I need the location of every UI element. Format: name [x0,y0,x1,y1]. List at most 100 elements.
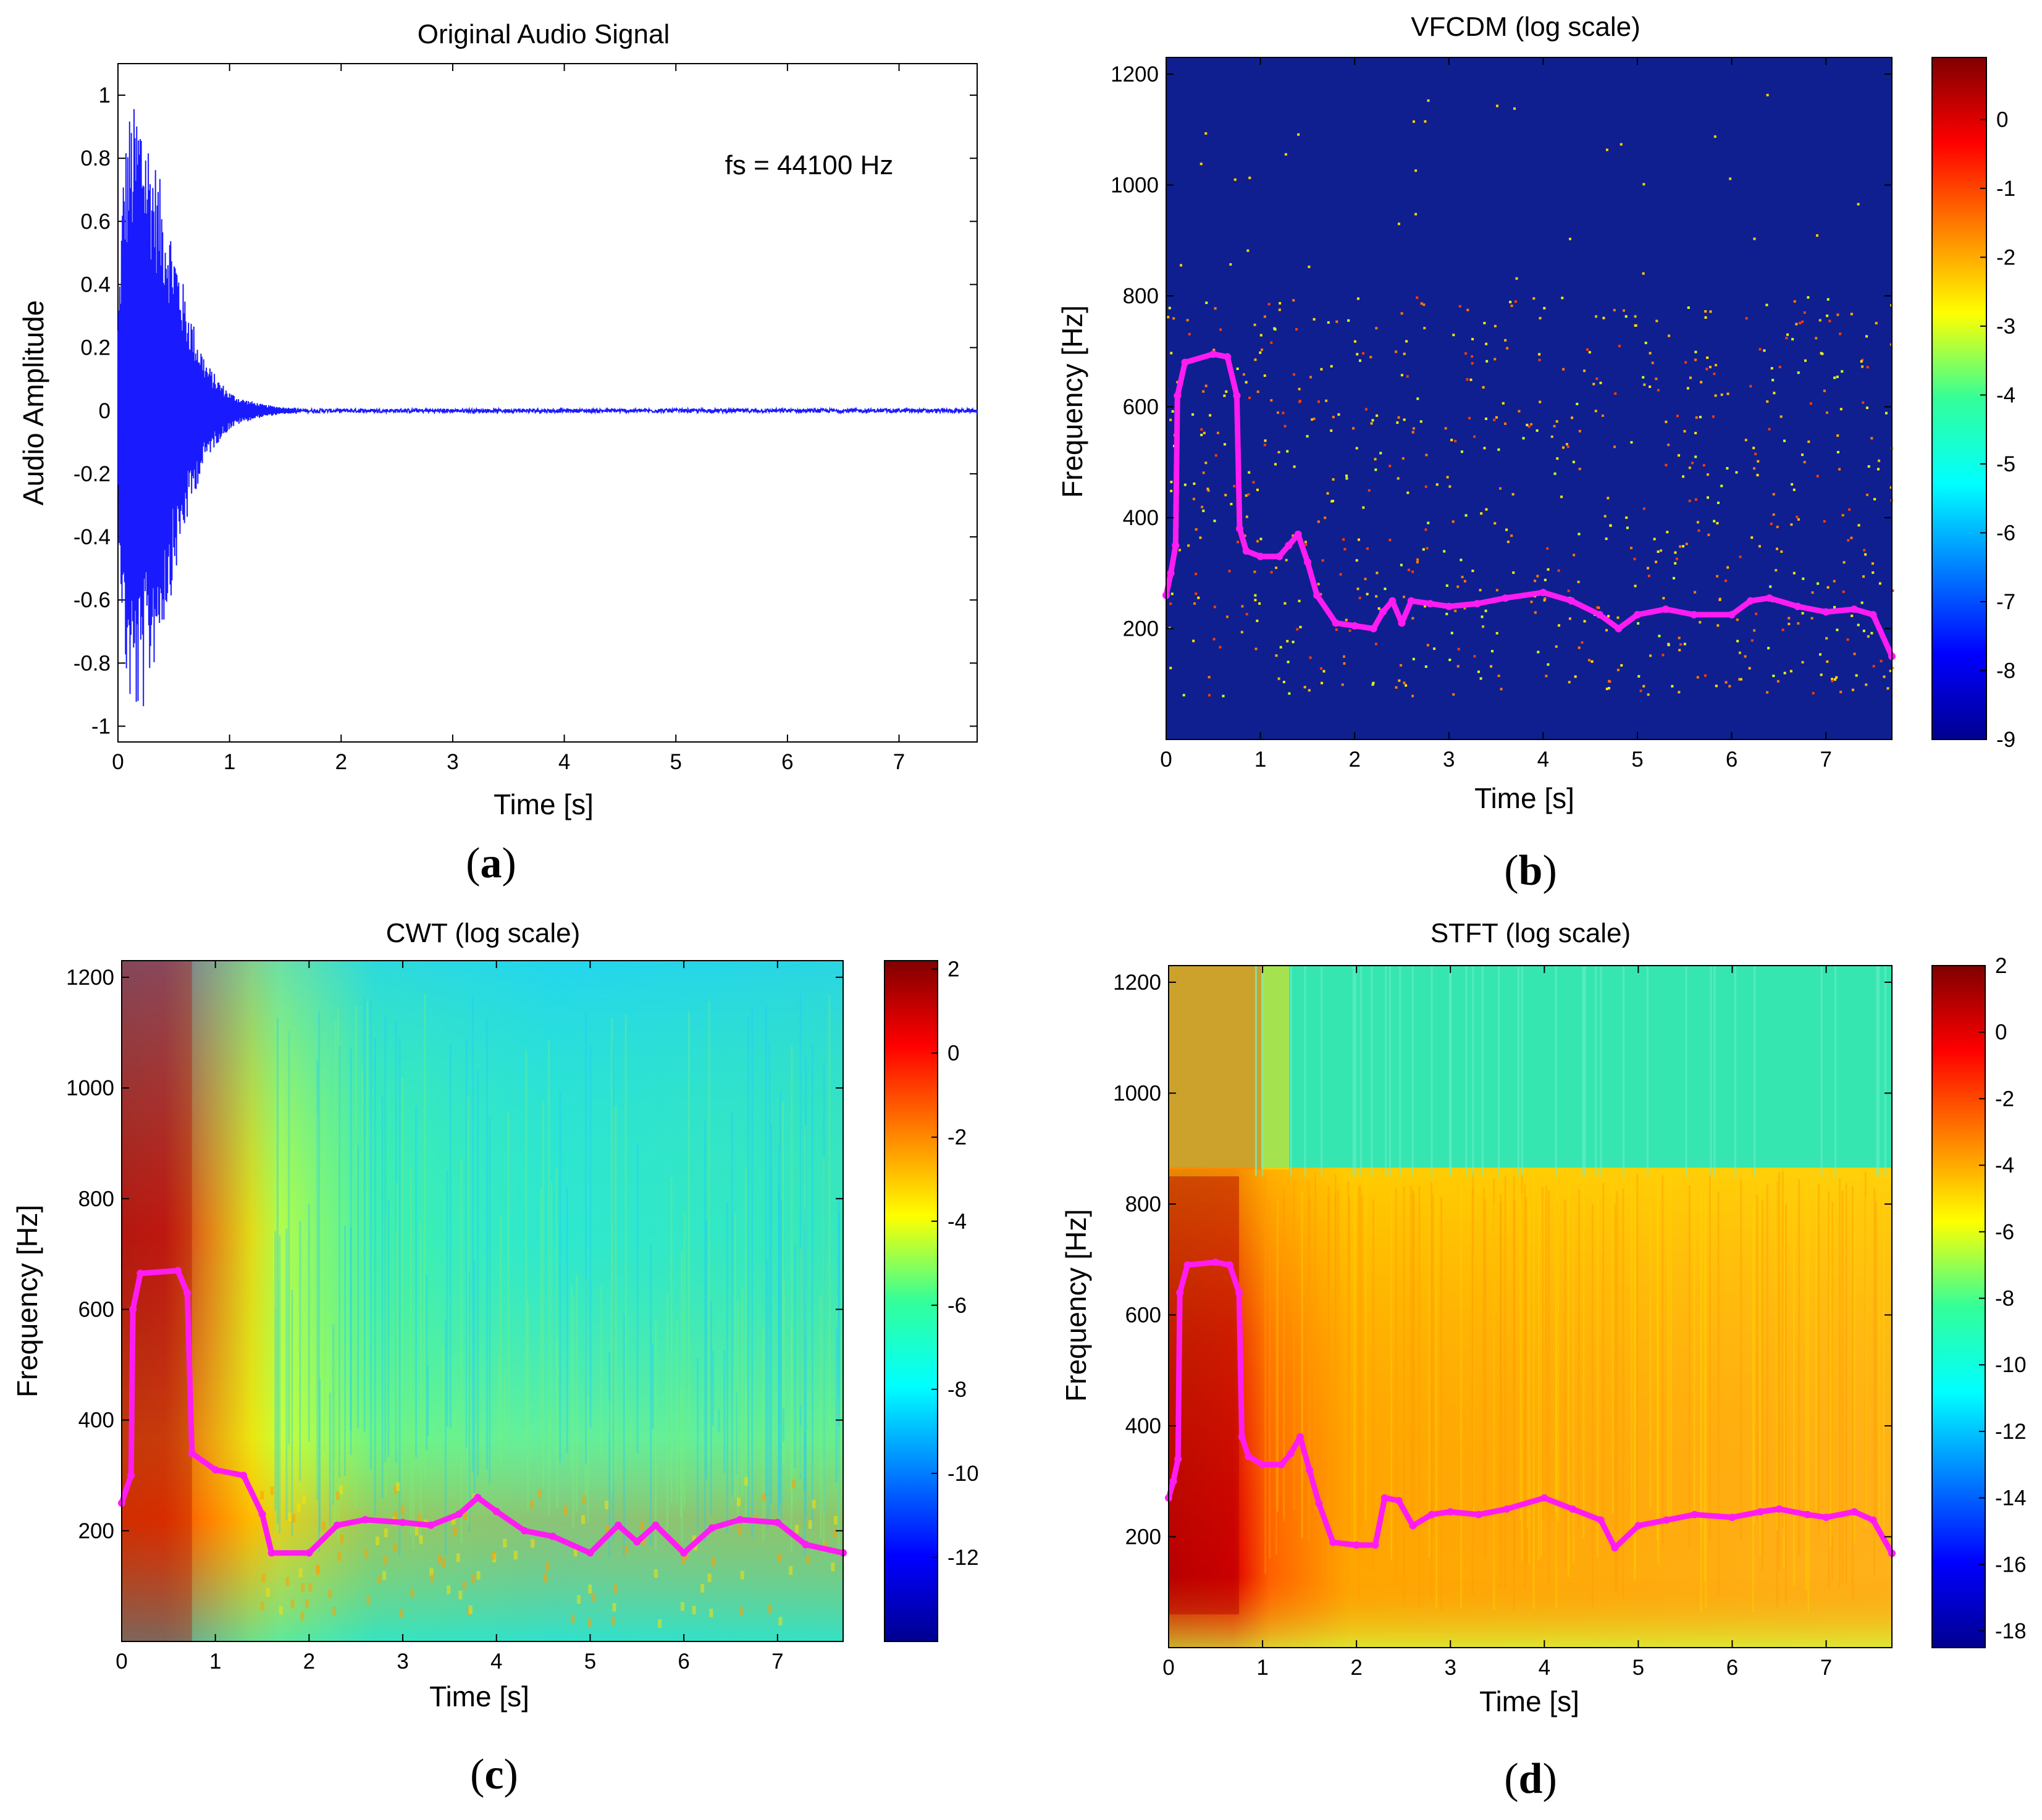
spectral-dot [1304,541,1307,544]
spectral-dot [1292,534,1295,537]
spectral-dot [1359,359,1362,362]
spectral-dot [1284,153,1287,156]
spectral-dot [1270,571,1273,574]
spectral-dot [1609,524,1612,527]
spectral-dot [1463,607,1466,610]
stft-highband-stripe [1710,966,1712,1177]
spectral-dot [1688,499,1691,502]
cwt-stripe [705,1220,708,1480]
spectral-dot [1601,414,1604,417]
cwt-lowfreq-blob [573,1548,578,1557]
spectral-dot [1464,514,1468,517]
spectral-dot [1578,533,1581,536]
x-tick-label: 2 [1348,748,1360,772]
ylabel-c: Frequency [Hz] [11,1205,43,1397]
cwt-lowfreq-blob [831,1562,835,1572]
cwt-stripe [556,1341,558,1509]
spectral-dot [1416,558,1419,561]
spectral-dot [1330,364,1333,368]
stft-highband-stripe [1371,966,1373,1177]
spectral-dot [1620,664,1623,667]
spectral-dot [1208,676,1211,679]
cwt-lowfreq-blob [337,1552,342,1561]
stft-highband-stripe [1411,966,1414,1177]
cwt-stripe [498,1354,500,1439]
spectral-dot [1576,402,1579,405]
spectral-dot [1395,350,1398,353]
stft-stripe [1521,1193,1523,1561]
stft-stripe [1472,1171,1474,1507]
cwt-stripe [804,1208,806,1492]
spectral-dot [1254,647,1258,651]
cwt-stripe [687,1011,690,1427]
y-tick-label: -0.2 [74,462,111,486]
spectral-dot [1420,302,1423,305]
cwt-lowfreq-blob [463,1511,468,1520]
cwt-lowfreq-blob [430,1574,434,1583]
stft-stripe [1667,1178,1670,1522]
spectral-dot [1783,439,1786,442]
title-d: STFT (log scale) [1431,918,1631,948]
cwt-stripe [384,1015,387,1462]
spectral-dot [1665,463,1668,466]
spectral-dot [1230,502,1233,505]
trace-point [1329,1538,1337,1546]
colorbar-tick-label: -2 [1995,1087,2014,1111]
spectral-dot [1214,454,1217,457]
cwt-stripe [559,1091,561,1463]
spectral-dot [1335,628,1338,631]
cwt-stripe [718,1409,720,1433]
spectral-dot [1414,213,1418,216]
spectral-dot [1651,361,1654,364]
trace-point [1822,1514,1830,1522]
stft-stripe [1555,1189,1557,1515]
cwt-stripe [489,1116,491,1484]
spectral-dot [1588,351,1591,354]
spectral-dot [1347,319,1350,322]
y-tick-label: -0.6 [74,588,111,612]
spectral-dot [1197,596,1200,599]
spectral-dot [1826,586,1830,589]
cwt-stripe [612,1106,615,1480]
heatmap-b [1166,57,1892,739]
spectral-dot [1766,400,1769,403]
cwt-lowfreq-blob [744,1477,748,1486]
cwt-stripe [334,1418,336,1523]
stft-stripe [1390,1193,1393,1561]
spectral-dot [1277,450,1280,453]
y-tick-label: 1000 [1111,173,1159,197]
stft-stripe [1403,1186,1405,1606]
spectral-dot [1781,628,1784,631]
spectral-dot [1704,310,1707,313]
cwt-lowfreq-blob [692,1535,696,1544]
trace-point [1379,608,1387,616]
spectral-dot [1583,620,1586,623]
spectral-dot [1182,694,1185,697]
cwt-lowfreq-blob [298,1568,303,1577]
cwt-lowfreq-blob [410,1588,414,1598]
spectral-dot [1446,476,1449,479]
spectral-dot [1682,545,1685,548]
y-tick-label: 0.8 [80,146,111,171]
spectral-dot [1247,493,1250,496]
x-tick-label: 3 [1444,1656,1456,1680]
spectral-dot [1561,446,1565,449]
trace-point [1306,1466,1314,1474]
spectral-dot [1725,681,1728,684]
spectral-dot [1695,416,1698,419]
cwt-stripe [781,1102,784,1464]
spectral-dot [1355,559,1358,562]
stft-highband-stripe [1384,966,1387,1177]
cwt-stripe [449,1045,452,1428]
cwt-lowfreq-blob [544,1574,548,1583]
cwt-lowfreq-blob [458,1590,463,1599]
spectral-dot [1567,589,1570,592]
spectral-dot [1801,612,1804,615]
spectral-dot [1568,681,1571,684]
spectral-dot [1295,327,1298,331]
spectral-dot [1224,494,1227,497]
spectral-dot [1256,540,1259,543]
cwt-lowfreq-blob [377,1575,381,1584]
x-tick-label: 0 [1162,1656,1174,1680]
y-tick-label: 400 [78,1409,114,1433]
